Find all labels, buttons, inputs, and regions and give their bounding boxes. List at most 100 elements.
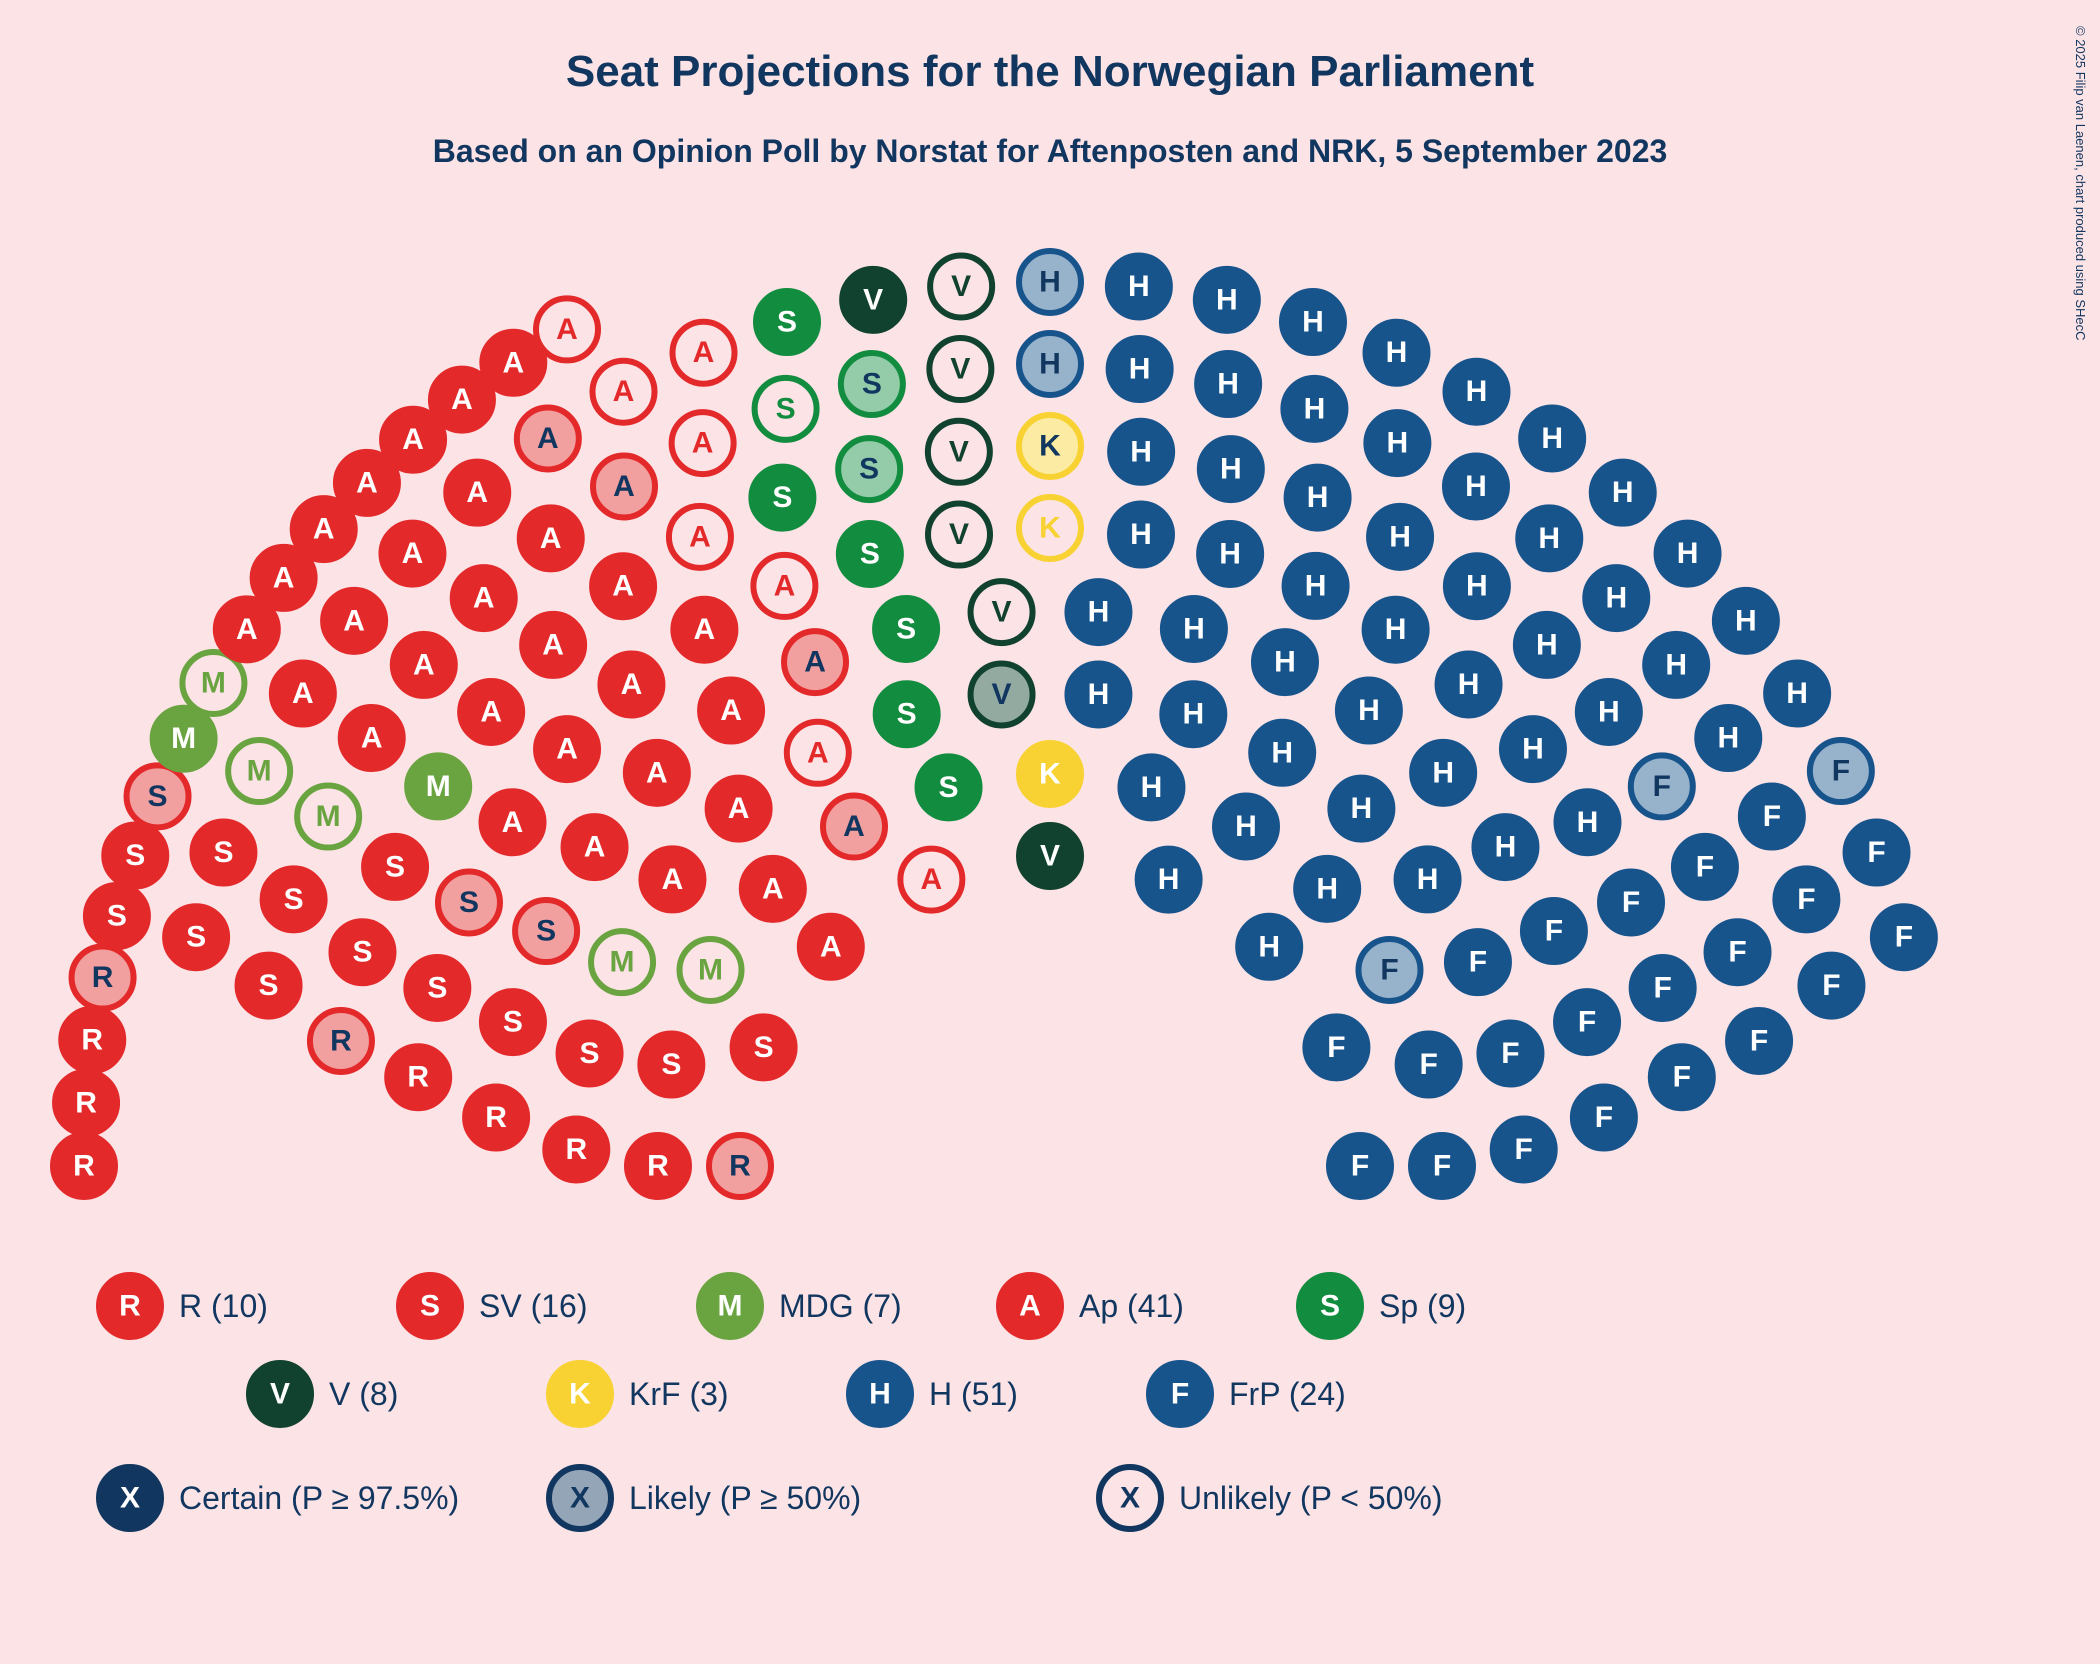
- seat: F: [1810, 740, 1872, 802]
- legend-party-label: V (8): [329, 1376, 398, 1412]
- seat: S: [364, 836, 426, 898]
- seat-letter: F: [1595, 1101, 1613, 1134]
- seat-letter: A: [621, 668, 643, 701]
- seat: H: [1287, 467, 1349, 529]
- seat: A: [672, 412, 734, 474]
- legend-swatch: X: [549, 1467, 611, 1529]
- svg-text:A: A: [1019, 1290, 1041, 1323]
- legend-swatch: V: [249, 1363, 311, 1425]
- seat: H: [1697, 707, 1759, 769]
- seat: H: [1200, 438, 1262, 500]
- seat: H: [1110, 421, 1172, 483]
- seat-letter: S: [776, 392, 796, 425]
- chart-credit: © 2025 Filip van Laenen, chart produced …: [2073, 26, 2088, 341]
- seat: H: [1163, 598, 1225, 660]
- seat: H: [1282, 291, 1344, 353]
- seat-letter: H: [1677, 537, 1699, 570]
- seat-letter: H: [1039, 348, 1061, 381]
- seat: F: [1411, 1135, 1473, 1197]
- seat: S: [263, 868, 325, 930]
- seat: A: [536, 718, 598, 780]
- seat-letter: A: [480, 696, 502, 729]
- seat: F: [1741, 786, 1803, 848]
- seat-letter: A: [313, 513, 335, 546]
- legend-swatch: X: [99, 1467, 161, 1529]
- seat-letter: K: [1039, 430, 1061, 463]
- seat: H: [1445, 361, 1507, 423]
- seat-letter: A: [556, 313, 578, 346]
- seat: F: [1573, 1087, 1635, 1149]
- seat: S: [838, 438, 900, 500]
- legend-swatch: S: [1299, 1275, 1361, 1337]
- seat: F: [1305, 1016, 1367, 1078]
- seat: A: [460, 681, 522, 743]
- svg-text:S: S: [1320, 1290, 1340, 1323]
- seat: H: [1197, 353, 1259, 415]
- legend-swatch: S: [399, 1275, 461, 1337]
- seat-letter: F: [1654, 972, 1672, 1005]
- seat: H: [1251, 722, 1313, 784]
- seat: R: [465, 1087, 527, 1149]
- seat: H: [1108, 255, 1170, 317]
- seat-letter: F: [1750, 1024, 1768, 1057]
- seat: V: [842, 269, 904, 331]
- seat-letter: F: [1895, 921, 1913, 954]
- seat: A: [272, 663, 334, 725]
- seat-letter: H: [1039, 266, 1061, 299]
- seat-letter: V: [949, 518, 969, 551]
- seat: V: [971, 581, 1033, 643]
- seat: A: [800, 916, 862, 978]
- seat-letter: H: [1665, 648, 1687, 681]
- legend-swatch: F: [1149, 1363, 1211, 1425]
- seat: F: [1631, 755, 1693, 817]
- seat-letter: M: [247, 755, 272, 788]
- seat: A: [673, 322, 735, 384]
- seat: F: [1358, 939, 1420, 1001]
- seat: H: [1645, 634, 1707, 696]
- seat-letter: F: [1419, 1048, 1437, 1081]
- seat: R: [72, 947, 134, 1009]
- seat: A: [708, 778, 770, 840]
- seat: H: [1715, 590, 1777, 652]
- seat: H: [1019, 251, 1081, 313]
- seat: H: [1238, 916, 1300, 978]
- seat: S: [755, 378, 817, 440]
- seat-letter: R: [330, 1024, 352, 1057]
- seat-letter: V: [863, 283, 883, 316]
- legend-party-label: MDG (7): [779, 1288, 902, 1324]
- svg-text:X: X: [1120, 1482, 1140, 1515]
- seat-letter: A: [662, 863, 684, 896]
- seat-letter: H: [1541, 422, 1563, 455]
- seat-letter: H: [1216, 283, 1238, 316]
- seat-letter: A: [402, 537, 424, 570]
- seat: A: [593, 361, 655, 423]
- legend-party-label: SV (16): [479, 1288, 587, 1324]
- seat-letter: V: [992, 678, 1012, 711]
- seat-letter: S: [259, 969, 279, 1002]
- seat-letter: S: [148, 780, 168, 813]
- seat-letter: M: [426, 770, 451, 803]
- seat: S: [86, 885, 148, 947]
- seat: S: [238, 955, 300, 1017]
- seat: H: [1019, 333, 1081, 395]
- svg-text:R: R: [119, 1290, 141, 1323]
- seat-letter: S: [859, 453, 879, 486]
- seat: S: [559, 1022, 621, 1084]
- seat: M: [407, 755, 469, 817]
- seat: A: [536, 298, 598, 360]
- seat-letter: F: [1822, 969, 1840, 1002]
- seat: M: [680, 939, 742, 1001]
- seat-letter: A: [402, 423, 424, 456]
- seat: F: [1632, 957, 1694, 1019]
- seat-letter: F: [1501, 1037, 1519, 1070]
- seat-letter: S: [125, 839, 145, 872]
- seat-letter: S: [427, 972, 447, 1005]
- seat-letter: H: [1158, 863, 1180, 896]
- legend-swatch: M: [699, 1275, 761, 1337]
- seat: F: [1329, 1135, 1391, 1197]
- seat-letter: F: [1696, 850, 1714, 883]
- seat: H: [1369, 506, 1431, 568]
- legend-certainty-label: Unlikely (P < 50%): [1179, 1480, 1443, 1516]
- seat: A: [453, 567, 515, 629]
- svg-text:H: H: [869, 1378, 891, 1411]
